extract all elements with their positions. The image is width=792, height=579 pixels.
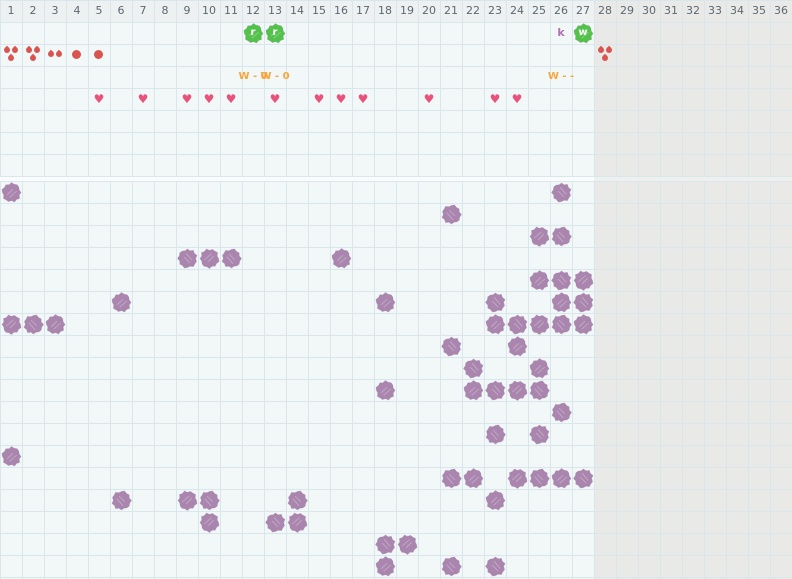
creature-blob[interactable] — [463, 380, 484, 401]
creature-blob[interactable] — [463, 468, 484, 489]
creature-blob[interactable] — [441, 468, 462, 489]
creature-blob[interactable] — [441, 336, 462, 357]
creature-blob[interactable] — [507, 336, 528, 357]
creature-blob[interactable] — [111, 490, 132, 511]
creature-blob[interactable] — [573, 468, 594, 489]
creature-blob[interactable] — [463, 358, 484, 379]
creature-blob[interactable] — [529, 226, 550, 247]
creature-blob[interactable] — [529, 314, 550, 335]
creature-blob[interactable] — [111, 292, 132, 313]
creature-blob[interactable] — [551, 402, 572, 423]
creature-blob[interactable] — [397, 534, 418, 555]
creature-blob[interactable] — [265, 512, 286, 533]
creature-blob[interactable] — [507, 314, 528, 335]
creature-blob[interactable] — [199, 248, 220, 269]
creature-blob[interactable] — [375, 556, 396, 577]
creature-blob[interactable] — [375, 292, 396, 313]
creature-blob[interactable] — [507, 380, 528, 401]
creature-blob[interactable] — [485, 314, 506, 335]
creature-blob[interactable] — [441, 204, 462, 225]
creature-blob[interactable] — [573, 314, 594, 335]
creature-blob[interactable] — [331, 248, 352, 269]
creature-blob[interactable] — [485, 424, 506, 445]
creature-blob[interactable] — [287, 490, 308, 511]
creature-blob[interactable] — [485, 292, 506, 313]
creature-blob[interactable] — [551, 292, 572, 313]
creature-markers-layer — [0, 0, 792, 579]
creature-blob[interactable] — [573, 292, 594, 313]
creature-blob[interactable] — [529, 424, 550, 445]
creature-blob[interactable] — [551, 314, 572, 335]
breeding-timeline-grid: 1234567891011121314151617181920212223242… — [0, 0, 792, 579]
creature-blob[interactable] — [45, 314, 66, 335]
creature-blob[interactable] — [529, 358, 550, 379]
creature-blob[interactable] — [551, 226, 572, 247]
creature-blob[interactable] — [441, 556, 462, 577]
creature-blob[interactable] — [23, 314, 44, 335]
creature-blob[interactable] — [177, 248, 198, 269]
creature-blob[interactable] — [177, 490, 198, 511]
creature-blob[interactable] — [485, 490, 506, 511]
creature-blob[interactable] — [375, 380, 396, 401]
creature-blob[interactable] — [375, 534, 396, 555]
creature-blob[interactable] — [1, 182, 22, 203]
creature-blob[interactable] — [199, 490, 220, 511]
creature-blob[interactable] — [1, 446, 22, 467]
creature-blob[interactable] — [529, 380, 550, 401]
creature-blob[interactable] — [507, 468, 528, 489]
creature-blob[interactable] — [573, 270, 594, 291]
creature-blob[interactable] — [551, 270, 572, 291]
creature-blob[interactable] — [529, 468, 550, 489]
creature-blob[interactable] — [287, 512, 308, 533]
creature-blob[interactable] — [1, 314, 22, 335]
creature-blob[interactable] — [199, 512, 220, 533]
creature-blob[interactable] — [551, 468, 572, 489]
creature-blob[interactable] — [485, 380, 506, 401]
creature-blob[interactable] — [529, 270, 550, 291]
creature-blob[interactable] — [485, 556, 506, 577]
creature-blob[interactable] — [551, 182, 572, 203]
creature-blob[interactable] — [221, 248, 242, 269]
